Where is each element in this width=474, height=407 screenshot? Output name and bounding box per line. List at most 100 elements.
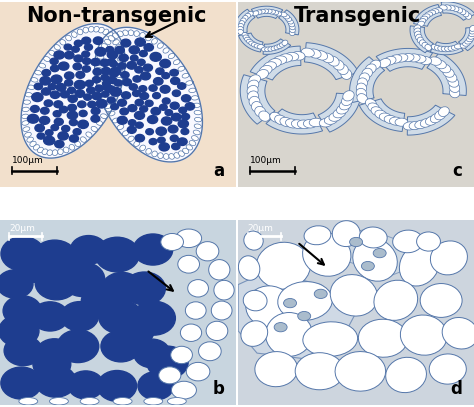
Circle shape — [78, 101, 86, 107]
Ellipse shape — [247, 11, 253, 17]
Circle shape — [128, 126, 136, 133]
Ellipse shape — [104, 104, 111, 109]
Ellipse shape — [274, 11, 282, 16]
Circle shape — [35, 267, 78, 300]
Circle shape — [87, 87, 95, 94]
Ellipse shape — [134, 141, 140, 147]
Ellipse shape — [58, 149, 63, 155]
Ellipse shape — [395, 54, 408, 62]
Circle shape — [109, 61, 118, 67]
Circle shape — [159, 104, 167, 110]
Text: 20μm: 20μm — [9, 224, 35, 233]
Ellipse shape — [384, 56, 396, 65]
Ellipse shape — [429, 354, 466, 384]
Ellipse shape — [259, 66, 272, 75]
Ellipse shape — [258, 9, 265, 14]
Ellipse shape — [417, 37, 424, 43]
Polygon shape — [21, 24, 125, 158]
Ellipse shape — [283, 298, 297, 308]
Polygon shape — [376, 48, 432, 71]
Ellipse shape — [430, 114, 442, 123]
Circle shape — [182, 114, 190, 120]
Ellipse shape — [268, 46, 275, 51]
Circle shape — [139, 85, 147, 92]
Ellipse shape — [439, 64, 451, 73]
Circle shape — [121, 92, 131, 99]
Ellipse shape — [290, 27, 295, 33]
Circle shape — [144, 64, 153, 71]
Ellipse shape — [188, 280, 209, 297]
Circle shape — [106, 46, 114, 53]
Text: Non-transgenic: Non-transgenic — [26, 6, 206, 26]
Ellipse shape — [430, 241, 467, 275]
Circle shape — [34, 83, 43, 90]
Ellipse shape — [186, 145, 192, 150]
Ellipse shape — [330, 275, 378, 316]
Ellipse shape — [209, 260, 230, 280]
Polygon shape — [441, 2, 474, 20]
Ellipse shape — [25, 92, 32, 97]
Polygon shape — [238, 271, 356, 359]
Circle shape — [50, 91, 60, 98]
Ellipse shape — [297, 120, 311, 129]
Circle shape — [172, 143, 180, 150]
Ellipse shape — [469, 31, 474, 37]
Ellipse shape — [178, 66, 185, 71]
Ellipse shape — [287, 19, 293, 24]
Ellipse shape — [91, 127, 98, 131]
Ellipse shape — [241, 321, 268, 346]
Circle shape — [97, 370, 137, 401]
Ellipse shape — [246, 39, 253, 44]
Ellipse shape — [22, 114, 29, 118]
Circle shape — [170, 70, 178, 76]
Ellipse shape — [122, 131, 129, 136]
Circle shape — [159, 143, 169, 151]
Ellipse shape — [116, 78, 123, 82]
Circle shape — [135, 134, 145, 142]
Text: c: c — [452, 162, 462, 180]
Circle shape — [179, 107, 187, 113]
Ellipse shape — [452, 6, 459, 11]
Circle shape — [118, 99, 127, 106]
Ellipse shape — [97, 82, 104, 86]
Circle shape — [118, 63, 126, 69]
Circle shape — [172, 113, 181, 121]
Circle shape — [133, 234, 173, 265]
Ellipse shape — [23, 127, 30, 131]
Ellipse shape — [332, 221, 360, 247]
Ellipse shape — [341, 96, 353, 105]
Circle shape — [37, 133, 45, 139]
Circle shape — [133, 90, 140, 96]
Ellipse shape — [157, 43, 164, 48]
Ellipse shape — [419, 57, 432, 65]
Circle shape — [120, 108, 128, 115]
Ellipse shape — [39, 63, 46, 68]
Ellipse shape — [456, 7, 463, 13]
Ellipse shape — [285, 119, 299, 128]
Ellipse shape — [238, 24, 244, 29]
Ellipse shape — [335, 352, 386, 391]
Ellipse shape — [128, 30, 134, 36]
Circle shape — [82, 285, 121, 317]
Ellipse shape — [249, 75, 261, 85]
Ellipse shape — [146, 149, 151, 154]
Ellipse shape — [262, 9, 269, 13]
Ellipse shape — [164, 153, 169, 160]
Ellipse shape — [280, 117, 292, 127]
Circle shape — [121, 39, 131, 47]
Polygon shape — [234, 9, 255, 34]
Circle shape — [107, 86, 115, 92]
Ellipse shape — [252, 11, 259, 16]
Ellipse shape — [308, 49, 321, 58]
Ellipse shape — [140, 33, 146, 38]
Circle shape — [57, 330, 99, 363]
Circle shape — [67, 111, 78, 119]
Circle shape — [129, 84, 137, 90]
Circle shape — [64, 44, 72, 50]
Circle shape — [39, 116, 50, 125]
Ellipse shape — [247, 85, 258, 96]
Ellipse shape — [370, 60, 381, 70]
Ellipse shape — [341, 69, 352, 79]
Ellipse shape — [123, 30, 128, 36]
Ellipse shape — [368, 103, 379, 112]
